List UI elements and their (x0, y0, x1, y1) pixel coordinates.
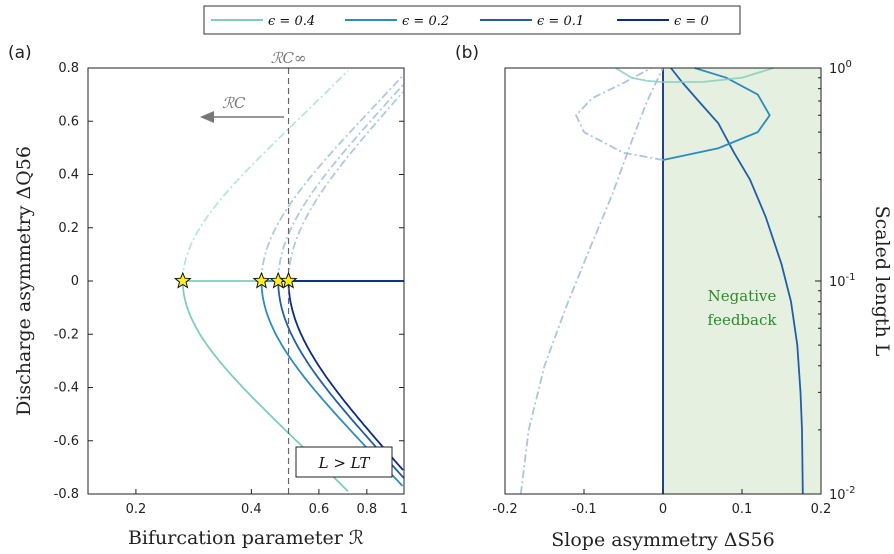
panel-a-xtick-label: 0.4 (241, 502, 262, 517)
panel-a-ytick-label: 0 (71, 274, 79, 289)
negative-feedback-region (663, 68, 821, 494)
critical-r-infinity-label: ℛC∞ (271, 49, 307, 67)
panel-b-series (662, 67, 771, 161)
panel-a-xtick-label: 0.8 (356, 502, 377, 517)
panel-a-ytick-label: 0.4 (58, 168, 79, 183)
panel-a-lower-branch (277, 280, 405, 479)
arrow-left-icon (200, 111, 214, 123)
negative-feedback-label-line2: feedback (708, 311, 778, 329)
panel-a-ytick-label: -0.4 (54, 381, 79, 396)
negative-feedback-label-line1: Negative (708, 287, 777, 305)
panel-b-xtick-label: 0 (659, 502, 667, 517)
legend-label-eps0: ϵ = 0 (674, 14, 709, 29)
panel-a-ytick-label: 0.2 (58, 221, 79, 236)
panel-a-ytick-label: -0.2 (54, 327, 79, 342)
panel-a-ytick-label: 0.6 (58, 114, 79, 129)
panel-b-series (670, 67, 804, 495)
panel-a-ytick-label: 0.8 (58, 61, 79, 76)
panel-b-ylabel: Scaled length L (871, 206, 893, 357)
panel-b-frame (504, 67, 822, 495)
panel-a-upper-branch (181, 70, 349, 281)
panel-a-xtick-label: 1 (400, 502, 408, 517)
panel-b-branch (575, 67, 664, 161)
panel-a-xlabel: Bifurcation parameter ℛ (128, 527, 364, 549)
panel-b-xlabel: Slope asymmetry ΔS56 (551, 529, 774, 551)
panel-b-xtick-label: 0.1 (732, 502, 753, 517)
panel-a-frame (87, 67, 405, 495)
critical-r-arrow: ℛC (200, 94, 284, 123)
regime-box-label: L > LT (318, 454, 371, 472)
critical-r-arrow-label: ℛC (222, 94, 246, 112)
panel-b: -0.2 -0.1 0 0.1 0.2 100 10-1 10-2 Negative feed… (492, 59, 855, 517)
panel-a-lower-branch (287, 280, 404, 471)
bifurcation-star-icon (173, 271, 192, 289)
panel-b-ytick-label: 10-1 (829, 272, 856, 290)
legend: ϵ = 0.4 ϵ = 0.2 ϵ = 0.1 ϵ = 0 (203, 5, 741, 35)
bifurcation-star-icon (279, 271, 298, 289)
panel-a-upper-branch (287, 91, 404, 282)
panel-a-xtick-label: 0.6 (309, 502, 330, 517)
panel-a-ytick-label: -0.6 (54, 434, 79, 449)
bifurcation-star-icon (252, 271, 271, 289)
panel-b-branch (519, 67, 664, 495)
panel-a-upper-branch (277, 83, 405, 282)
panel-b-xtick-label: -0.1 (571, 502, 596, 517)
panel-a-xtick-label: 0.2 (126, 502, 147, 517)
panel-a: 0.2 0.4 0.6 0.8 1 0.8 0.6 0.4 0.2 0 -0.2 -0.4 -0.6 -0… (54, 49, 409, 517)
panel-a-ylabel: Discharge asymmetry ΔQ56 (13, 146, 35, 416)
panel-a-upper-branch (260, 75, 404, 281)
regime-box: L > LT (295, 446, 393, 478)
regime-box-frame (295, 446, 393, 478)
panel-b-branch (615, 67, 774, 83)
panel-b-label: (b) (455, 43, 479, 63)
panel-b-xtick-label: 0.2 (811, 502, 832, 517)
panel-a-label: (a) (8, 43, 32, 63)
panel-b-xtick-label: -0.2 (492, 502, 517, 517)
panel-b-ytick-label: 10-2 (829, 485, 856, 503)
panel-b-ytick-label: 100 (829, 59, 852, 77)
legend-label-eps01: ϵ = 0.1 (537, 14, 584, 29)
panel-a-ytick-label: -0.8 (54, 487, 79, 502)
legend-label-eps04: ϵ = 0.4 (268, 14, 315, 29)
legend-label-eps02: ϵ = 0.2 (402, 14, 449, 29)
